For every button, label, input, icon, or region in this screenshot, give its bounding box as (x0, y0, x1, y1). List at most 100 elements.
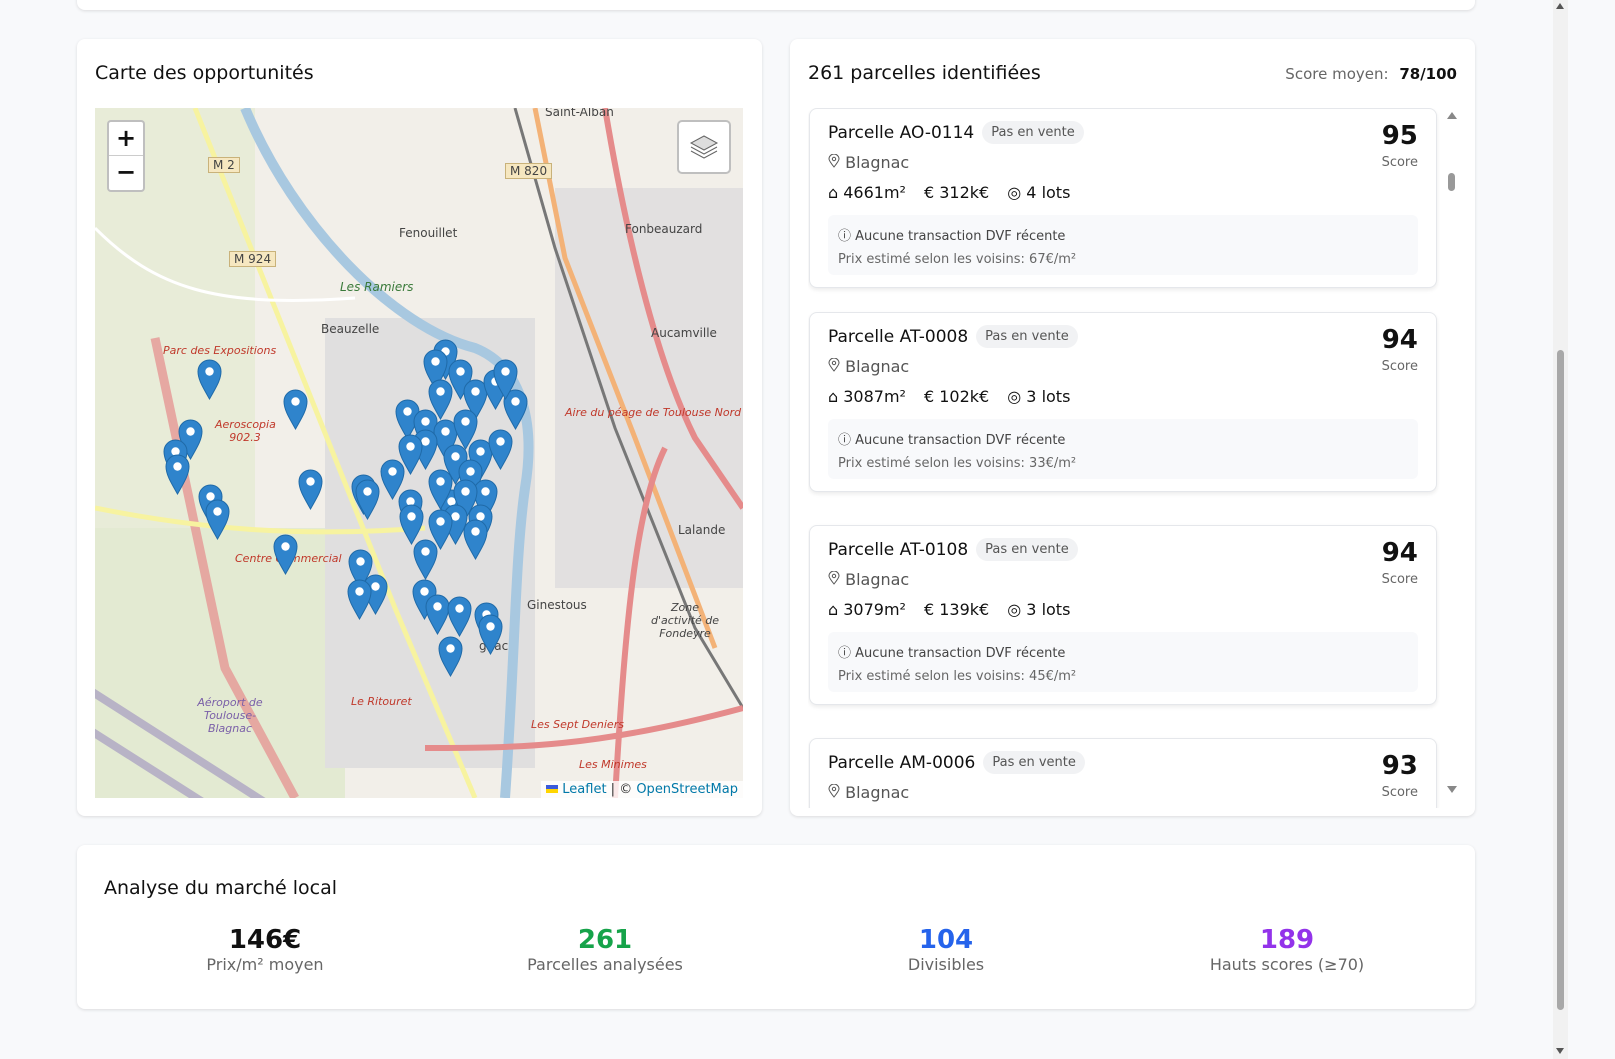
osm-link[interactable]: OpenStreetMap (636, 782, 738, 797)
map-title: Carte des opportunités (95, 62, 314, 84)
average-score: Score moyen: 78/100 (1285, 65, 1457, 83)
score-value: 94 (1381, 538, 1418, 568)
parcel-name: Parcelle AO-0114 (828, 123, 975, 143)
sale-status-badge: Pas en vente (976, 538, 1078, 561)
location-pin-icon (828, 357, 840, 376)
dvf-status: Aucune transaction DVF récente (855, 433, 1066, 448)
score-label: Score (1381, 359, 1418, 374)
parcel-area: 3087m² (843, 387, 906, 406)
estimated-price: Prix estimé selon les voisins: 67€/m² (838, 252, 1077, 267)
score-label: Score (1381, 785, 1418, 800)
scroll-up-icon[interactable] (1447, 112, 1457, 119)
map-marker[interactable] (399, 504, 424, 546)
zoom-control: + − (107, 120, 145, 192)
map-marker[interactable] (380, 459, 405, 501)
stat-value: 146€ (228, 925, 302, 955)
list-scrollbar[interactable] (1445, 108, 1457, 808)
market-analysis-card: Analyse du marché local 146€ Prix/m² moye… (77, 845, 1475, 1009)
leaflet-link[interactable]: Leaflet (562, 782, 607, 797)
map-marker[interactable] (453, 479, 478, 521)
dvf-note: ⓘ Aucune transaction DVF récente Prix est… (828, 215, 1418, 275)
attribution-separator: | © (606, 782, 637, 797)
house-icon: ⌂ (828, 183, 839, 202)
scroll-thumb[interactable] (1448, 173, 1455, 191)
parcel-score: 95 Score (1382, 121, 1418, 170)
map-marker[interactable] (463, 519, 488, 561)
map-label: Le Ritouret (351, 695, 412, 708)
map-marker[interactable] (197, 359, 222, 401)
zoom-in-button[interactable]: + (109, 122, 143, 156)
dvf-status: Aucune transaction DVF récente (855, 646, 1066, 661)
map-marker[interactable] (453, 409, 478, 451)
parcel-city: Blagnac (845, 570, 910, 589)
score-value: 93 (1381, 751, 1418, 781)
map-label: Ginestous (527, 598, 587, 612)
map-label: Aeroscopia 902.3 (215, 418, 276, 444)
map-marker[interactable] (205, 499, 230, 541)
page-scroll-up-icon[interactable] (1556, 3, 1564, 9)
location-pin-icon (828, 570, 840, 589)
map-label: M 2 (208, 157, 240, 173)
average-score-label: Score moyen: (1285, 65, 1389, 83)
map[interactable]: Saint-Alban Fenouillet Fonbeauzard Beauz… (95, 108, 743, 798)
parcel-card[interactable]: Parcelle AT-0108 Pas en vente Blagnac ⌂ 30… (809, 525, 1437, 705)
estimated-price: Prix estimé selon les voisins: 33€/m² (838, 456, 1077, 471)
map-marker[interactable] (447, 596, 472, 638)
map-marker[interactable] (488, 429, 513, 471)
stat-value: 104 (918, 925, 974, 955)
scroll-down-icon[interactable] (1447, 786, 1457, 793)
layers-button[interactable] (677, 120, 731, 174)
parcel-price: 139k€ (939, 600, 990, 619)
map-marker[interactable] (428, 509, 453, 551)
zoom-out-button[interactable]: − (115, 158, 137, 186)
map-marker[interactable] (347, 579, 372, 621)
estimated-price: Prix estimé selon les voisins: 45€/m² (838, 669, 1077, 684)
parcel-list-card: 261 parcelles identifiées Score moyen: 7… (790, 39, 1475, 816)
map-marker[interactable] (423, 349, 448, 391)
map-marker[interactable] (298, 469, 323, 511)
score-label: Score (1381, 155, 1418, 170)
map-marker[interactable] (493, 359, 518, 401)
page-scroll-thumb[interactable] (1557, 350, 1564, 1010)
score-label: Score (1381, 572, 1418, 587)
list-title: 261 parcelles identifiées (808, 62, 1041, 84)
map-label: Beauzelle (321, 322, 380, 336)
map-marker[interactable] (283, 389, 308, 431)
map-marker[interactable] (428, 379, 453, 421)
map-marker[interactable] (398, 434, 423, 476)
map-marker[interactable] (425, 594, 450, 636)
map-marker[interactable] (473, 479, 498, 521)
stat-value: 261 (577, 925, 633, 955)
map-marker[interactable] (165, 454, 190, 496)
page-scrollbar[interactable] (1553, 0, 1568, 1059)
map-marker[interactable] (438, 636, 463, 678)
parcel-card[interactable]: Parcelle AO-0114 Pas en vente Blagnac ⌂ 46… (809, 108, 1437, 288)
parcel-score: 93 Score (1382, 751, 1418, 800)
parcel-card[interactable]: Parcelle AT-0008 Pas en vente Blagnac ⌂ 30… (809, 312, 1437, 492)
stat-label: Prix/m² moyen (206, 955, 324, 974)
map-label: M 820 (505, 163, 553, 179)
map-marker[interactable] (355, 479, 380, 521)
map-marker[interactable] (448, 359, 473, 401)
map-label: M 924 (229, 251, 277, 267)
page-scroll-down-icon[interactable] (1556, 1048, 1564, 1054)
house-icon: ⌂ (828, 387, 839, 406)
map-label: Aéroport de Toulouse-Blagnac (197, 696, 263, 735)
map-marker[interactable] (273, 534, 298, 576)
map-marker[interactable] (463, 379, 488, 421)
map-marker[interactable] (348, 549, 373, 591)
parcel-list[interactable]: Parcelle AO-0114 Pas en vente Blagnac ⌂ 46… (808, 108, 1440, 808)
parcel-card[interactable]: Parcelle AM-0006 Pas en vente Blagnac 93 Sc… (809, 738, 1437, 808)
map-marker[interactable] (478, 614, 503, 656)
map-marker[interactable] (428, 469, 453, 511)
map-marker[interactable] (413, 539, 438, 581)
map-marker[interactable] (178, 419, 203, 461)
parcel-price: 312k€ (939, 183, 990, 202)
info-icon: ⓘ (838, 646, 852, 661)
map-marker[interactable] (503, 389, 528, 431)
stat-value: 189 (1259, 925, 1315, 955)
score-value: 95 (1381, 121, 1418, 151)
house-icon: ⌂ (828, 600, 839, 619)
score-value: 94 (1381, 325, 1418, 355)
market-stat: 104 Divisibles (796, 925, 1096, 974)
